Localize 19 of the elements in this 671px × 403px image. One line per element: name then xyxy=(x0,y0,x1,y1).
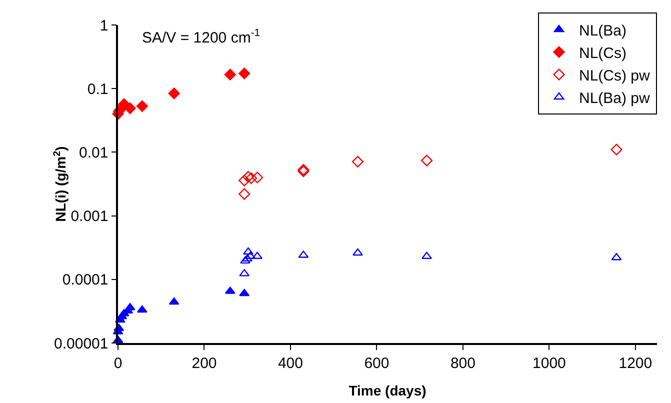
x-tick-label: 1200 xyxy=(618,354,652,372)
x-tick-label: 600 xyxy=(364,354,390,372)
x-tick-label: 1000 xyxy=(532,354,566,372)
x-tick-label: 200 xyxy=(192,354,217,372)
y-tick-label: 1 xyxy=(100,17,108,34)
x-tick-label: 400 xyxy=(278,354,303,372)
y-tick-label: 0.001 xyxy=(70,208,108,226)
legend-label: NL(Cs) xyxy=(579,44,626,62)
x-tick-label: 0 xyxy=(114,354,122,372)
legend-label: NL(Ba) xyxy=(579,22,627,40)
y-tick-label: 0.0001 xyxy=(62,272,108,289)
y-tick-label: 0.00001 xyxy=(54,335,108,352)
legend-label: NL(Cs) pw xyxy=(579,67,650,84)
annotation: SA/V = 1200 cm$^{-1}$ xyxy=(142,27,260,46)
y-tick-label: 0.01 xyxy=(79,144,108,162)
legend-label: NL(Ba) pw xyxy=(579,90,650,107)
y-tick-label: 0.1 xyxy=(87,80,108,98)
x-axis-title: Time (days) xyxy=(348,382,426,398)
x-tick-label: 800 xyxy=(450,354,476,372)
